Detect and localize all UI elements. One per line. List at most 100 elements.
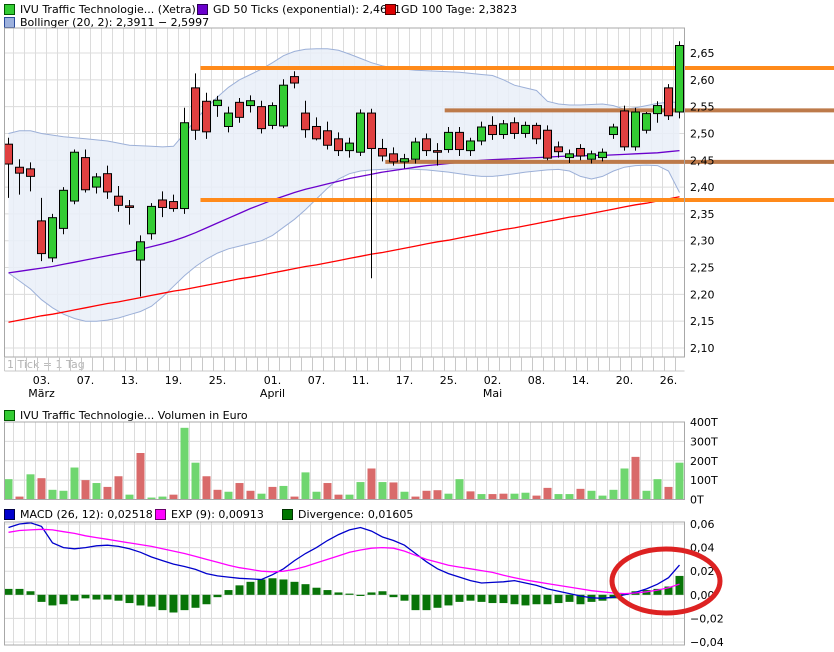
candle-body-down xyxy=(301,112,310,131)
divergence-bar xyxy=(499,594,508,604)
legend-item-gd100: GD 100 Tage: 2,3823 xyxy=(385,2,518,16)
volume-bar xyxy=(48,489,57,500)
macd-line xyxy=(8,522,680,599)
volume-axis-label: 100T xyxy=(690,474,718,487)
candle-body-down xyxy=(554,146,563,153)
candle-body-up xyxy=(268,105,277,126)
candle xyxy=(488,116,497,140)
panel-border xyxy=(4,27,685,358)
candle-body-down xyxy=(103,173,112,193)
volume-axis-label: 200T xyxy=(690,455,718,468)
price-axis-label: 2,25 xyxy=(690,262,715,275)
candle xyxy=(675,41,684,119)
volume-bar xyxy=(103,486,112,500)
volume-bar xyxy=(213,489,222,500)
candle xyxy=(367,108,376,279)
exp-label: EXP (9): 0,00913 xyxy=(171,507,264,521)
candle xyxy=(114,186,123,212)
legend-item-exp: EXP (9): 0,00913 xyxy=(155,507,264,521)
gd50-label: GD 50 Ticks (exponential): 2,4681 xyxy=(213,2,402,16)
candle xyxy=(455,127,464,156)
divergence-bar xyxy=(147,594,156,607)
candle xyxy=(279,79,288,129)
candle xyxy=(37,197,46,262)
divergence-bar xyxy=(554,594,563,604)
date-label: 13. xyxy=(121,374,139,387)
candle xyxy=(103,165,112,199)
candle xyxy=(653,101,662,123)
candle xyxy=(48,213,57,263)
date-label: 25. xyxy=(209,374,227,387)
volume-bar xyxy=(268,486,277,500)
candle-body-down xyxy=(389,153,398,163)
candle xyxy=(631,107,640,151)
divergence-bar xyxy=(477,594,486,602)
candle-body-down xyxy=(455,131,464,151)
candle-body-down xyxy=(169,201,178,210)
date-label: 07. xyxy=(77,374,95,387)
candle xyxy=(565,149,574,163)
candle-body-down xyxy=(433,150,442,153)
candle-body-up xyxy=(675,44,684,113)
divergence-bar xyxy=(202,594,211,605)
candle xyxy=(158,191,167,218)
legend-item-volume: IVU Traffic Technologie... Volumen in Eu… xyxy=(4,409,248,422)
candle-body-up xyxy=(653,105,662,115)
volume-bar xyxy=(609,489,618,500)
candle-body-up xyxy=(642,113,651,131)
candle-body-up xyxy=(598,151,607,159)
legend-item-macd: MACD (26, 12): 0,02518 xyxy=(4,508,153,521)
candle xyxy=(125,199,134,225)
volume-bar xyxy=(26,474,35,500)
candle-body-down xyxy=(202,100,211,133)
bollinger-upper-line xyxy=(8,48,680,148)
volume-bar xyxy=(224,491,233,500)
divergence-bar xyxy=(510,594,519,605)
candle-body-down xyxy=(4,143,13,165)
volume-axis-label: 300T xyxy=(690,435,718,448)
legend-item-instrument: IVU Traffic Technologie... (Xetra) xyxy=(4,3,196,16)
candle-body-down xyxy=(367,112,376,149)
gd100-label: GD 100 Tage: 2,3823 xyxy=(401,2,518,16)
candle xyxy=(180,107,189,214)
volume-bar xyxy=(257,493,266,500)
candle xyxy=(444,127,453,153)
volume-bar xyxy=(169,494,178,500)
candle xyxy=(576,144,585,161)
candle-body-down xyxy=(114,195,123,206)
price-axis-label: 2,35 xyxy=(690,208,715,221)
volume-bar xyxy=(389,482,398,500)
candle-body-up xyxy=(400,158,409,163)
candle xyxy=(411,137,420,164)
volume-bar xyxy=(235,483,244,500)
divergence-bar xyxy=(653,588,662,595)
price-axis-label: 2,55 xyxy=(690,101,715,114)
divergence-bar xyxy=(543,594,552,605)
candle xyxy=(499,120,508,139)
date-label: 25. xyxy=(440,374,458,387)
volume-bar xyxy=(136,453,145,500)
candle xyxy=(235,98,244,123)
candle-body-down xyxy=(191,87,200,131)
volume-bar xyxy=(147,497,156,500)
candle xyxy=(543,125,552,161)
candle xyxy=(70,149,79,205)
exp-line xyxy=(8,528,680,595)
panel-border xyxy=(4,521,685,646)
divergence-bar xyxy=(367,592,376,595)
price-axis-label: 2,30 xyxy=(690,235,715,248)
divergence-bar xyxy=(664,586,673,595)
volume-bar xyxy=(15,496,24,500)
date-label: 14. xyxy=(572,374,590,387)
bollinger-band xyxy=(8,48,680,322)
candle xyxy=(213,95,222,117)
volume-panel: 0T 100T 200T 300T 400T xyxy=(4,416,718,507)
volume-bar xyxy=(191,462,200,500)
candle xyxy=(268,102,277,130)
divergence-bar xyxy=(158,594,167,611)
volume-bar xyxy=(510,493,519,500)
divergence-bar xyxy=(444,594,453,606)
divergence-bar xyxy=(213,594,222,598)
candle-body-down xyxy=(290,76,299,84)
bollinger-label: Bollinger (20, 2): 2,3911 − 2,5997 xyxy=(20,15,210,29)
